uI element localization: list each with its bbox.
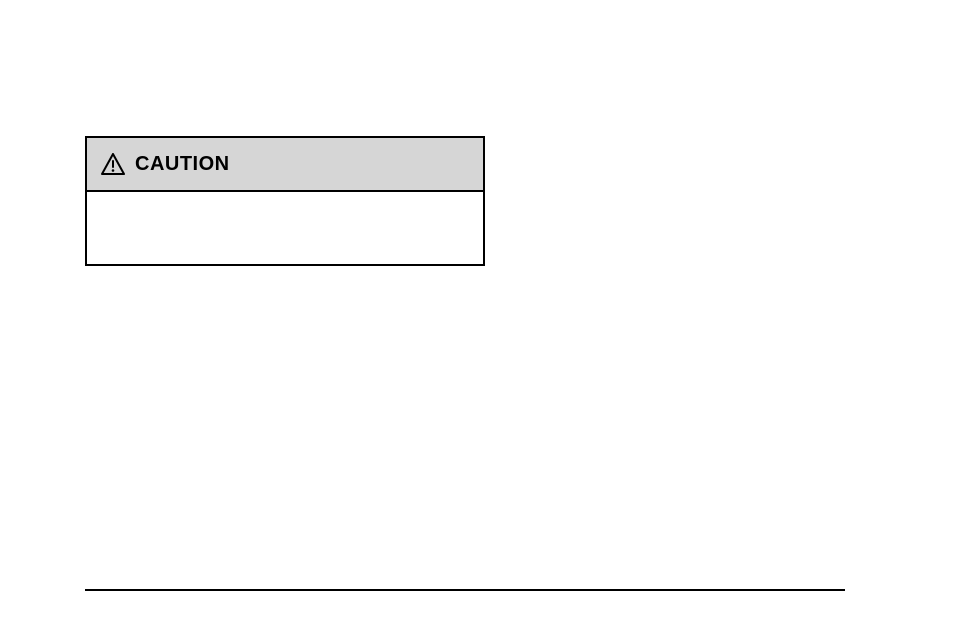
caution-box: CAUTION — [85, 136, 485, 266]
caution-body-text — [87, 192, 483, 264]
caution-header: CAUTION — [87, 138, 483, 192]
warning-triangle-icon — [101, 153, 125, 175]
document-page: CAUTION — [0, 0, 954, 636]
caution-label: CAUTION — [135, 153, 230, 176]
footer-rule — [85, 589, 845, 591]
